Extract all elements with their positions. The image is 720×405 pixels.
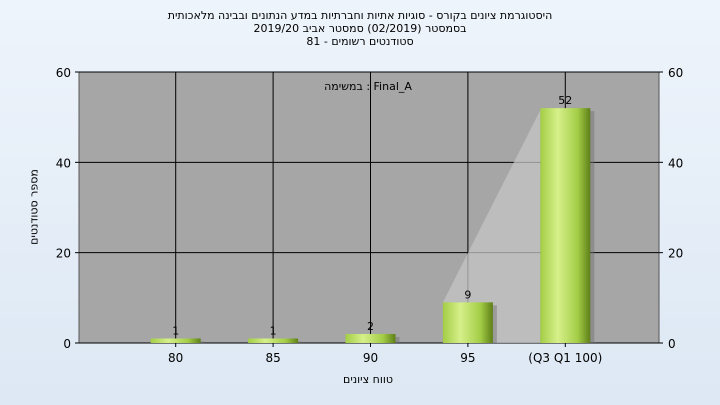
bar bbox=[540, 108, 591, 343]
bar-value-label: 1 bbox=[172, 324, 179, 337]
chart-title: היסטוגרמת ציונים בקורס - סוגיות אתיות וח… bbox=[167, 9, 553, 22]
chart-subtitle-enrolled: סטודנטים רשומים - 81 bbox=[306, 35, 414, 48]
bar-backdrop-wedge bbox=[442, 110, 541, 343]
y-tick-label-right: 0 bbox=[668, 337, 676, 351]
y-tick-label-left: 40 bbox=[56, 156, 71, 170]
bar-value-label: 2 bbox=[367, 320, 374, 333]
y-tick-label-left: 0 bbox=[63, 337, 71, 351]
bar-value-label: 9 bbox=[464, 288, 471, 301]
y-tick-label-left: 60 bbox=[56, 66, 71, 80]
x-tick-label: 90 bbox=[363, 351, 378, 365]
bar-value-label: 52 bbox=[558, 94, 572, 107]
bar bbox=[442, 302, 493, 343]
bar bbox=[345, 333, 396, 343]
chart-subtitle-semester: בסמסטר (02/2019) סמסטר אביב 2019/20 bbox=[253, 22, 467, 35]
chart-title-block: היסטוגרמת ציונים בקורס - סוגיות אתיות וח… bbox=[0, 9, 720, 48]
x-tick-label: 95 bbox=[460, 351, 475, 365]
bar bbox=[248, 338, 299, 343]
y-axis-label: מספר סטודנטים bbox=[27, 169, 41, 245]
y-tick-label-right: 20 bbox=[668, 247, 683, 261]
y-tick-label-left: 20 bbox=[56, 247, 71, 261]
assignment-annotation: במשימה : Final_A bbox=[324, 80, 412, 93]
x-axis-label: טווח ציונים bbox=[343, 373, 393, 386]
bar-value-label: 1 bbox=[270, 324, 277, 337]
x-tick-label: 80 bbox=[168, 351, 183, 365]
x-tick-label: 85 bbox=[265, 351, 280, 365]
y-tick-label-right: 40 bbox=[668, 156, 683, 170]
y-tick-label-right: 60 bbox=[668, 66, 683, 80]
bar bbox=[150, 338, 201, 343]
x-tick-label: (Q3 Q1 100) bbox=[528, 351, 602, 365]
